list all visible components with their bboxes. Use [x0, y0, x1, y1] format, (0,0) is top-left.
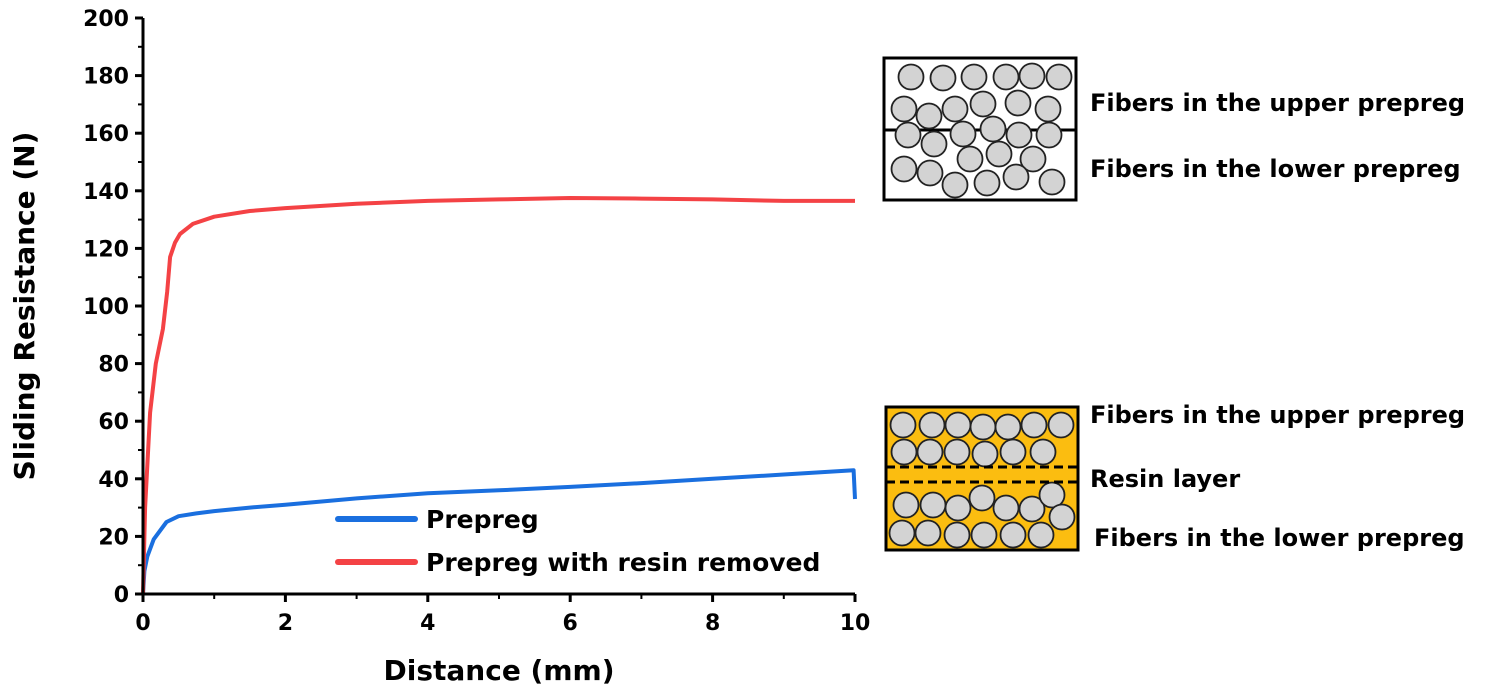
- plot-area: 0 20 40 60 80 100 120 140 160 180 200 0 2 4 6 8 10: [83, 7, 870, 636]
- fiber-circle: [979, 115, 1007, 143]
- fiber-circle: [1019, 145, 1047, 173]
- y-tick-label: 180: [83, 65, 129, 90]
- upper-diagram-top-label: Fibers in the upper prepreg: [1090, 89, 1465, 117]
- fiber-circle: [985, 140, 1013, 168]
- fiber-circle: [889, 411, 917, 439]
- fiber-circle: [999, 521, 1027, 549]
- fiber-circle: [1020, 411, 1048, 439]
- legend-label-resin-removed: Prepreg with resin removed: [426, 548, 820, 577]
- y-tick-label: 100: [83, 295, 129, 320]
- fiber-circle: [915, 102, 943, 130]
- legend: Prepreg Prepreg with resin removed: [335, 505, 820, 577]
- fiber-circle: [956, 145, 984, 173]
- fiber-circle: [1002, 163, 1030, 191]
- fiber-circle: [919, 491, 947, 519]
- fiber-circle: [943, 521, 971, 549]
- y-tick-label: 120: [83, 237, 129, 262]
- fiber-circle: [897, 63, 925, 91]
- fiber-circle: [1034, 95, 1062, 123]
- fiber-circle: [969, 413, 997, 441]
- fiber-circle: [894, 121, 922, 149]
- fiber-circle: [1004, 89, 1032, 117]
- upper-diagram-bottom-label: Fibers in the lower prepreg: [1090, 155, 1461, 183]
- y-tick-label: 80: [98, 353, 129, 378]
- fiber-circle: [941, 95, 969, 123]
- fiber-circle: [971, 440, 999, 468]
- series-line-prepreg: [141, 468, 857, 595]
- fiber-circle: [1027, 521, 1055, 549]
- fiber-circle: [949, 120, 977, 148]
- x-tick-label: 10: [840, 611, 871, 636]
- fiber-circle: [1038, 481, 1066, 509]
- fiber-circle: [943, 438, 971, 466]
- y-tick-label: 140: [83, 180, 129, 205]
- fiber-circle: [920, 130, 948, 158]
- fiber-circle: [999, 438, 1027, 466]
- fiber-circle: [1018, 62, 1046, 90]
- fiber-circle: [914, 519, 942, 547]
- fiber-circle: [888, 519, 916, 547]
- y-tick-label: 40: [98, 468, 129, 493]
- fiber-circle: [960, 63, 988, 91]
- fiber-circle: [994, 413, 1022, 441]
- x-tick-label: 8: [705, 611, 720, 636]
- fiber-circle: [992, 494, 1020, 522]
- fiber-circle: [1048, 503, 1076, 531]
- fiber-circle: [1018, 495, 1046, 523]
- fiber-circle: [944, 411, 972, 439]
- fiber-circle: [1047, 411, 1075, 439]
- fiber-circle: [969, 90, 997, 118]
- fiber-circle: [916, 438, 944, 466]
- lower-diagram-top-label: Fibers in the upper prepreg: [1090, 401, 1465, 429]
- x-tick-label: 2: [278, 611, 293, 636]
- upper-diagram-no-resin: [882, 56, 1078, 202]
- fiber-circle: [892, 491, 920, 519]
- fiber-circle: [944, 494, 972, 522]
- x-axis-label: Distance (mm): [384, 654, 615, 687]
- fiber-circle: [1005, 121, 1033, 149]
- series-line-resin-removed: [141, 196, 855, 595]
- fiber-circle: [1029, 438, 1057, 466]
- lower-diagram-middle-label: Resin layer: [1090, 465, 1240, 493]
- fiber-circle: [929, 64, 957, 92]
- lower-diagram-bottom-label: Fibers in the lower prepreg: [1094, 524, 1465, 552]
- fiber-circle: [1038, 168, 1066, 196]
- diagram-frame: [882, 56, 1078, 202]
- fiber-circle: [992, 63, 1020, 91]
- x-tick-label: 0: [135, 611, 150, 636]
- x-tick-label: 4: [420, 611, 435, 636]
- fiber-circle: [941, 171, 969, 199]
- y-tick-label: 160: [83, 122, 129, 147]
- fiber-circle: [1035, 121, 1063, 149]
- y-tick-label: 200: [83, 7, 129, 32]
- diagram-frame: [884, 405, 1080, 552]
- fiber-circle: [916, 159, 944, 187]
- fiber-circle: [890, 95, 918, 123]
- y-tick-label: 20: [98, 525, 129, 550]
- fiber-circle: [890, 155, 918, 183]
- fiber-circle: [970, 521, 998, 549]
- y-tick-label: 0: [114, 583, 129, 608]
- fiber-circle: [890, 438, 918, 466]
- legend-label-prepreg: Prepreg: [426, 505, 539, 534]
- lower-diagram-with-resin: [884, 405, 1080, 552]
- x-tick-label: 6: [563, 611, 578, 636]
- fiber-circle: [918, 411, 946, 439]
- y-axis-label: Sliding Resistance (N): [8, 132, 41, 481]
- y-tick-label: 60: [98, 410, 129, 435]
- fiber-circle: [973, 169, 1001, 197]
- fiber-circle: [1045, 63, 1073, 91]
- fiber-circle: [968, 484, 996, 512]
